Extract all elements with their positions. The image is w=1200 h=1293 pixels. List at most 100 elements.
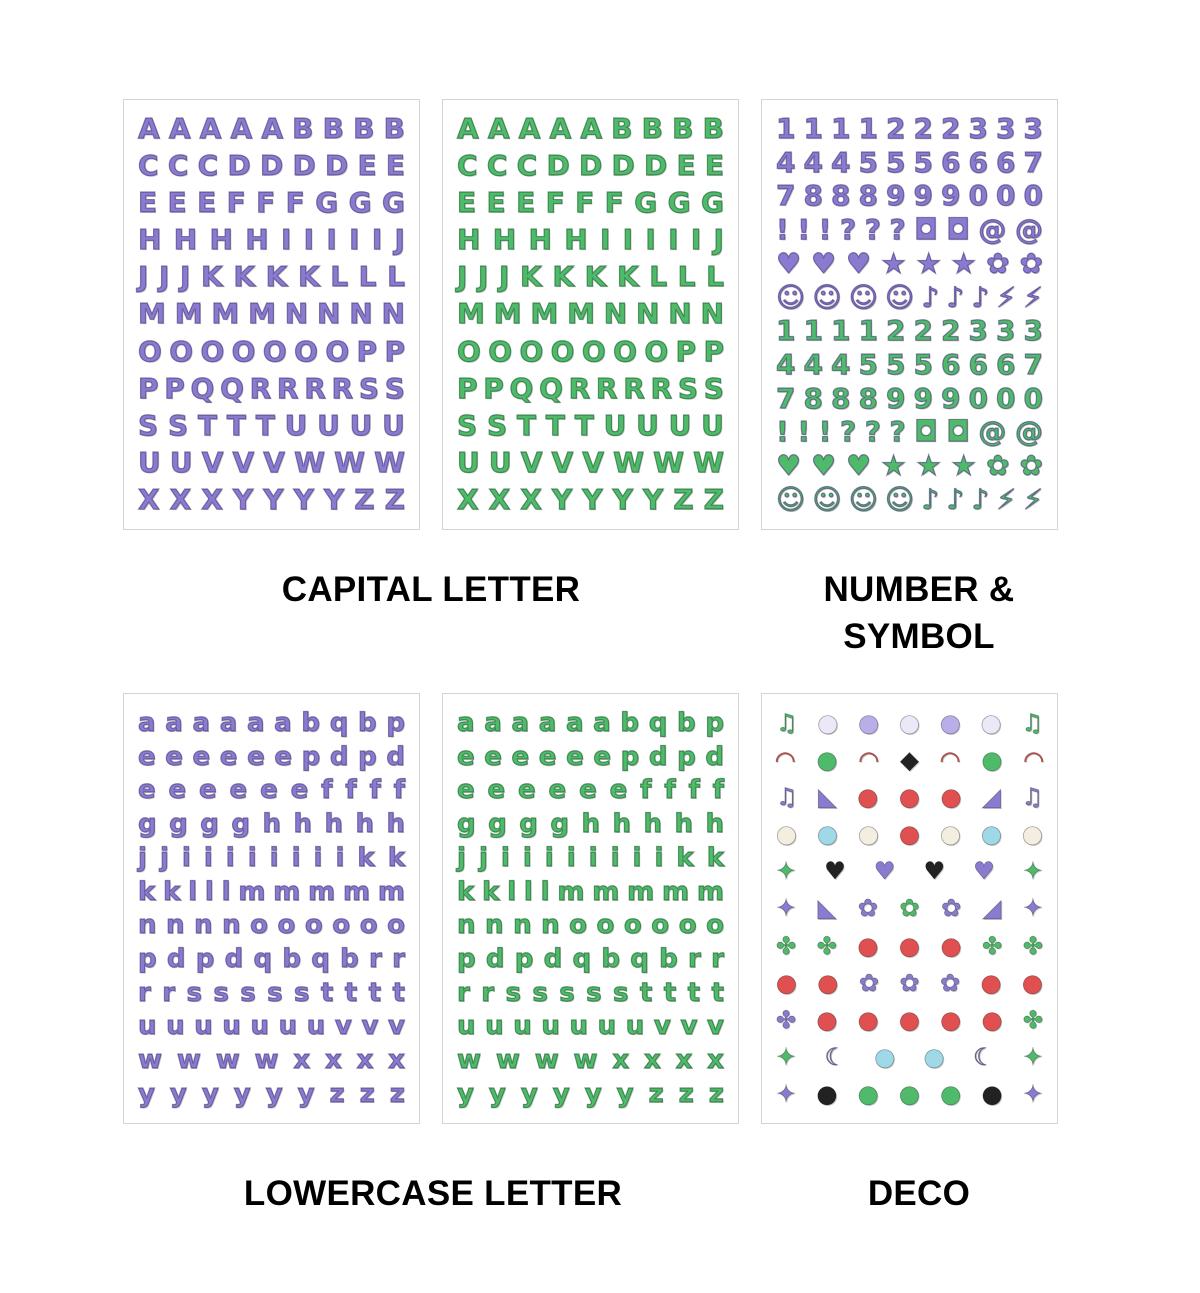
sticker: t bbox=[392, 977, 406, 1008]
sticker: i bbox=[335, 842, 345, 873]
sticker: T bbox=[516, 408, 537, 442]
sticker: 8 bbox=[830, 381, 851, 415]
sticker: r bbox=[710, 943, 724, 975]
sticker: x bbox=[707, 1045, 725, 1076]
sticker: b bbox=[282, 943, 302, 975]
sticker: V bbox=[263, 445, 286, 479]
sticker: g bbox=[519, 809, 539, 840]
sticker: S bbox=[677, 371, 698, 405]
sticker: o bbox=[623, 910, 642, 941]
sticker: X bbox=[520, 482, 543, 516]
sticker-row: ♫ ● ● ● ● ● ♫ bbox=[776, 708, 1044, 738]
sticker: o bbox=[569, 910, 588, 941]
sticker: ♪ bbox=[946, 280, 965, 314]
sticker: Q bbox=[219, 371, 244, 405]
sticker: w bbox=[137, 1045, 163, 1076]
sticker: ✿ bbox=[857, 894, 878, 923]
sticker: K bbox=[297, 260, 320, 294]
sticker-row: !!!??? ◘ ◘ @ @ bbox=[775, 416, 1043, 447]
sticker-row: ✤ ● ● ● ● ● ✤ bbox=[776, 1005, 1044, 1035]
sticker: r bbox=[137, 977, 151, 1008]
sticker: T bbox=[197, 408, 218, 442]
sticker: 5 bbox=[858, 348, 879, 382]
sticker: ✦ bbox=[1022, 857, 1043, 886]
sticker: ● bbox=[899, 1005, 921, 1034]
sticker: k bbox=[456, 876, 475, 907]
sticker: ⚡ bbox=[1023, 280, 1044, 314]
sticker: A bbox=[261, 112, 284, 145]
sticker: ♫ bbox=[776, 783, 798, 812]
sticker: l bbox=[188, 876, 198, 907]
sticker: e bbox=[246, 741, 265, 772]
sticker: J bbox=[179, 260, 191, 294]
sticker: d bbox=[166, 943, 186, 975]
sticker: C bbox=[516, 149, 538, 183]
sticker: V bbox=[520, 445, 543, 479]
sticker: u bbox=[485, 1011, 505, 1042]
sticker: I bbox=[303, 223, 315, 257]
sticker: D bbox=[259, 149, 284, 183]
sticker: v bbox=[706, 1011, 724, 1042]
sticker: d bbox=[705, 741, 725, 772]
sticker: P bbox=[483, 371, 505, 405]
sticker: w bbox=[495, 1045, 520, 1076]
sticker: O bbox=[488, 334, 513, 368]
sticker: x bbox=[388, 1045, 406, 1076]
sticker: e bbox=[456, 741, 475, 772]
sticker: 0 bbox=[995, 179, 1016, 213]
sticker: ● bbox=[980, 709, 1002, 738]
sticker: H bbox=[492, 223, 517, 257]
sticker: 7 bbox=[775, 381, 796, 415]
sticker: q bbox=[648, 707, 668, 738]
sticker: T bbox=[545, 408, 565, 442]
sticker: W bbox=[333, 445, 365, 479]
sticker: I bbox=[348, 223, 360, 257]
sticker: D bbox=[611, 149, 635, 183]
sticker-row: ◠ ● ◠ ◆ ◠ ● ◠ bbox=[776, 745, 1044, 775]
sticker: ♥ bbox=[923, 857, 946, 886]
sticker: O bbox=[169, 334, 194, 368]
sticker: k bbox=[162, 876, 181, 907]
sticker: i bbox=[632, 842, 642, 873]
sticker: d bbox=[648, 741, 668, 772]
sticker: o bbox=[332, 910, 351, 941]
sticker: u bbox=[569, 1011, 589, 1042]
sticker: t bbox=[344, 977, 358, 1008]
sticker: O bbox=[550, 334, 575, 368]
sticker: v bbox=[334, 1011, 352, 1042]
sticker: I bbox=[622, 223, 634, 257]
number-symbol-label-line1: NUMBER & bbox=[823, 570, 1015, 609]
sticker: ✦ bbox=[776, 857, 797, 886]
sticker-row: ✦ ♥ ♥ ♥ ♥ ✦ bbox=[776, 856, 1044, 886]
sticker: u bbox=[597, 1011, 617, 1042]
sticker: S bbox=[137, 408, 159, 442]
sticker: O bbox=[519, 334, 544, 368]
sticker: ✦ bbox=[776, 1079, 797, 1109]
sticker: ● bbox=[899, 1079, 921, 1109]
sticker: X bbox=[456, 482, 479, 516]
sticker: a bbox=[593, 707, 612, 738]
sticker: s bbox=[186, 977, 203, 1008]
sticker: O bbox=[137, 334, 162, 368]
sticker: I bbox=[599, 223, 611, 257]
sticker: v bbox=[653, 1011, 671, 1042]
sticker: D bbox=[227, 149, 251, 183]
sticker: A bbox=[199, 112, 222, 145]
sticker: ◠ bbox=[1024, 746, 1043, 775]
sticker: M bbox=[137, 297, 166, 331]
sticker: y bbox=[265, 1078, 283, 1109]
sticker: h bbox=[324, 809, 344, 840]
sticker: ◠ bbox=[776, 746, 795, 775]
sticker: o bbox=[596, 910, 615, 941]
sticker: I bbox=[371, 223, 383, 257]
sticker: i bbox=[291, 842, 301, 873]
sticker: ♥ bbox=[810, 449, 837, 483]
sticker: 9 bbox=[885, 381, 906, 415]
